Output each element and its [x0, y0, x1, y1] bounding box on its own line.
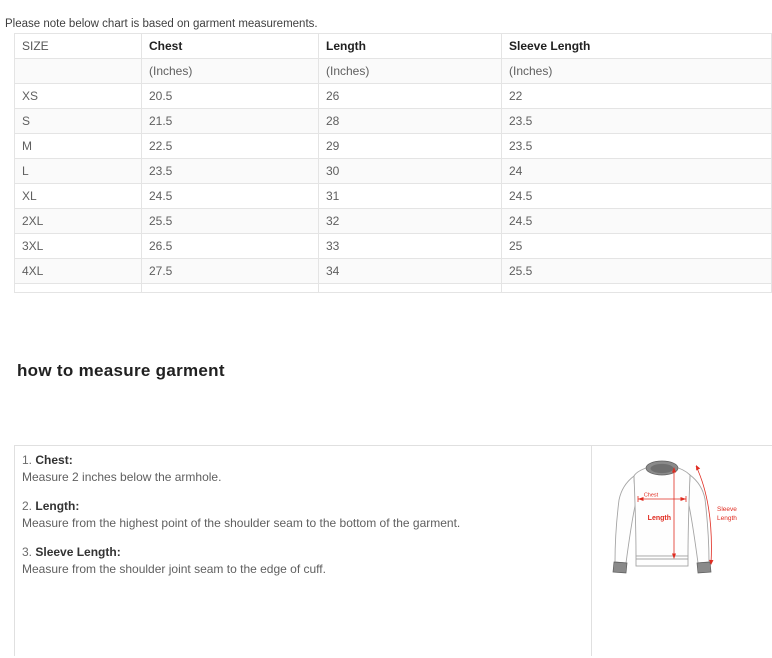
chest-cell: 23.5 [141, 158, 319, 184]
table-row-xs: XS 20.5 26 22 [14, 83, 772, 109]
instruction-label: Sleeve Length: [35, 545, 121, 559]
column-header-chest: Chest [141, 33, 319, 59]
size-cell: M [14, 133, 142, 159]
length-cell: 34 [318, 258, 502, 284]
waistband [635, 555, 689, 567]
sleeve-cell: 24.5 [501, 183, 772, 209]
sleeve-arrowhead-top [696, 465, 701, 471]
sleeve-arrow-label-line1: Sleeve [717, 506, 737, 513]
instruction-number: 2. [22, 499, 33, 513]
garment-measurement-note: Please note below chart is based on garm… [5, 18, 318, 30]
column-header-length: Length [318, 33, 502, 59]
size-cell: XL [14, 183, 142, 209]
table-spacer-row [14, 283, 772, 293]
units-row: (Inches) (Inches) (Inches) [14, 58, 772, 84]
length-cell: 31 [318, 183, 502, 209]
size-cell: L [14, 158, 142, 184]
sleeve-cell: 23.5 [501, 133, 772, 159]
size-cell: XS [14, 83, 142, 109]
left-cuff [612, 561, 628, 574]
sweater-body [633, 465, 691, 557]
sleeve-arrow [695, 465, 712, 565]
left-sleeve [614, 475, 638, 564]
length-cell: 29 [318, 133, 502, 159]
table-row-m: M 22.5 29 23.5 [14, 133, 772, 159]
size-cell: S [14, 108, 142, 134]
chest-cell: 26.5 [141, 233, 319, 259]
size-cell: 3XL [14, 233, 142, 259]
size-chart-table: SIZE Chest Length Sleeve Length (Inches)… [14, 33, 772, 293]
collar-inner [650, 463, 674, 474]
units-cell: (Inches) [318, 58, 502, 84]
length-cell: 33 [318, 233, 502, 259]
measure-instructions-text: 1. Chest: Measure 2 inches below the arm… [15, 446, 591, 656]
length-cell: 32 [318, 208, 502, 234]
chest-cell: 27.5 [141, 258, 319, 284]
instruction-length: 2. Length: Measure from the highest poin… [22, 498, 581, 532]
sleeve-cell: 25 [501, 233, 772, 259]
chest-cell: 24.5 [141, 183, 319, 209]
length-cell: 26 [318, 83, 502, 109]
size-cell: 4XL [14, 258, 142, 284]
page-title: how to measure garment [17, 361, 225, 380]
instruction-text: Measure from the highest point of the sh… [22, 516, 461, 530]
table-row-xl: XL 24.5 31 24.5 [14, 183, 772, 209]
table-row-4xl: 4XL 27.5 34 25.5 [14, 258, 772, 284]
sleeve-arrowhead-bottom [709, 559, 714, 565]
column-header-sleeve-length: Sleeve Length [501, 33, 772, 59]
instruction-chest: 1. Chest: Measure 2 inches below the arm… [22, 452, 581, 486]
sleeve-arrow-label-line2: Length [717, 515, 737, 522]
length-arrow-label: Length [648, 515, 671, 522]
table-row-3xl: 3XL 26.5 33 25 [14, 233, 772, 259]
units-cell: (Inches) [141, 58, 319, 84]
instruction-number: 1. [22, 453, 33, 467]
column-header-size: SIZE [14, 33, 142, 59]
instruction-text: Measure from the shoulder joint seam to … [22, 562, 326, 576]
chest-cell: 21.5 [141, 108, 319, 134]
table-row-l: L 23.5 30 24 [14, 158, 772, 184]
instruction-label: Length: [35, 499, 80, 513]
units-cell: (Inches) [501, 58, 772, 84]
size-cell: 2XL [14, 208, 142, 234]
table-row-s: S 21.5 28 23.5 [14, 108, 772, 134]
sleeve-cell: 25.5 [501, 258, 772, 284]
chest-cell: 22.5 [141, 133, 319, 159]
instruction-number: 3. [22, 545, 33, 559]
sleeve-cell: 24 [501, 158, 772, 184]
measure-instructions-panel: 1. Chest: Measure 2 inches below the arm… [14, 445, 772, 656]
length-cell: 30 [318, 158, 502, 184]
chest-cell: 25.5 [141, 208, 319, 234]
sleeve-cell: 22 [501, 83, 772, 109]
instruction-sleeve-length: 3. Sleeve Length: Measure from the shoul… [22, 544, 581, 578]
chest-arrowhead-left [638, 497, 644, 501]
garment-diagram: Chest Length Sleeve Length [612, 460, 737, 574]
length-arrowhead-bottom [672, 553, 676, 559]
chest-arrow-label: Chest [644, 493, 659, 499]
chest-arrowhead-right [680, 497, 686, 501]
sleeve-cell: 24.5 [501, 208, 772, 234]
length-arrowhead-top [672, 467, 676, 473]
length-cell: 28 [318, 108, 502, 134]
units-cell [14, 58, 142, 84]
sleeve-cell: 23.5 [501, 108, 772, 134]
instruction-label: Chest: [35, 453, 73, 467]
table-row-2xl: 2XL 25.5 32 24.5 [14, 208, 772, 234]
right-cuff [696, 561, 712, 574]
size-chart-header-row: SIZE Chest Length Sleeve Length [14, 33, 772, 59]
chest-cell: 20.5 [141, 83, 319, 109]
measure-diagram-cell: Chest Length Sleeve Length [591, 446, 772, 656]
instruction-text: Measure 2 inches below the armhole. [22, 470, 222, 484]
right-sleeve [686, 474, 710, 564]
